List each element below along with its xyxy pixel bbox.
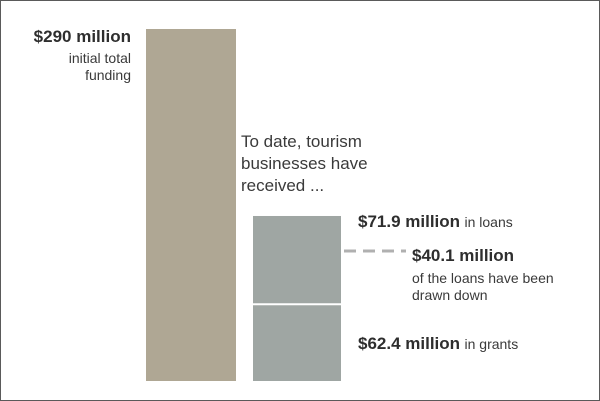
grants-value-label: $62.4 million	[358, 334, 461, 353]
drawn-down-label: $40.1 million of the loans have been dra…	[412, 246, 592, 304]
funding-label: $290 million initial total funding	[19, 27, 131, 84]
bar-initial-funding	[146, 29, 236, 381]
loans-description: in loans	[464, 214, 513, 230]
grants-description: in grants	[464, 336, 519, 352]
funding-value-label: $290 million	[33, 27, 131, 46]
grants-label: $62.4 million in grants	[358, 334, 518, 354]
funding-description: initial total funding	[68, 50, 131, 83]
bar-segment-loans	[253, 215, 341, 304]
drawn-down-description: of the loans have been drawn down	[412, 270, 554, 303]
loans-label: $71.9 million in loans	[358, 212, 513, 232]
received-intro-text: To date, tourism businesses have receive…	[241, 132, 368, 195]
loans-value-label: $71.9 million	[358, 212, 461, 231]
bar-segment-grants	[253, 305, 341, 381]
drawn-down-value-label: $40.1 million	[412, 246, 515, 265]
